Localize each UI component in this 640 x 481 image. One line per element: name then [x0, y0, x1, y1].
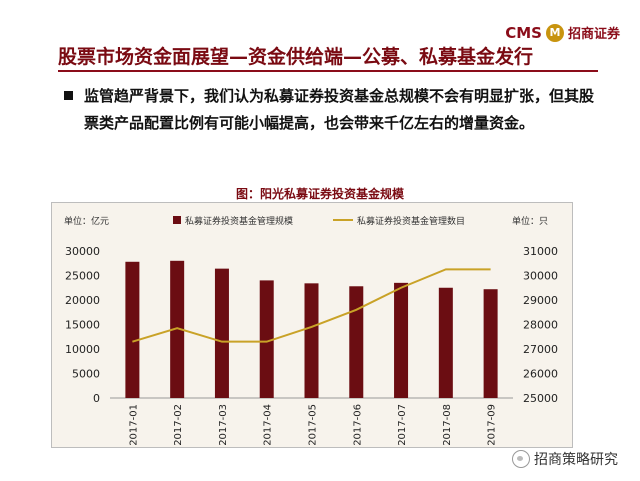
x-tick-label: 2017-05 [308, 404, 319, 446]
legend-label-line: 私募证券投资基金管理数目 [357, 215, 465, 227]
y-left-tick-label: 20000 [65, 294, 100, 307]
bullet-square-icon [64, 91, 73, 100]
chart-title: 图：阳光私募证券投资基金规模 [235, 187, 404, 201]
x-tick-label: 2017-01 [128, 404, 139, 446]
legend-label-bar: 私募证券投资基金管理规模 [185, 215, 293, 227]
series-line-count [132, 268, 491, 343]
watermark-text: 招商策略研究 [534, 452, 618, 468]
x-tick-label: 2017-03 [218, 404, 229, 446]
y-right-tick-label: 26000 [523, 368, 558, 381]
x-tick-label: 2017-07 [397, 404, 408, 446]
bar-2017-05 [304, 283, 319, 398]
bar-2017-02 [170, 260, 185, 398]
y-right-tick-label: 29000 [523, 294, 558, 307]
y-right-tick-label: 27000 [523, 343, 558, 356]
y-right-tick-label: 30000 [523, 270, 558, 283]
logo-latin: CMS [505, 23, 542, 42]
y-right-tick-label: 31000 [523, 245, 558, 258]
bar-2017-01 [125, 261, 140, 398]
x-tick-label: 2017-08 [442, 404, 453, 446]
y-left-tick-label: 5000 [72, 368, 100, 381]
bullet-text: 监管趋严背景下，我们认为私募证券投资基金总规模不会有明显扩张，但其股票类产品配置… [84, 87, 595, 132]
x-tick-label: 2017-04 [263, 404, 274, 446]
bar-2017-03 [214, 268, 229, 398]
x-tick-label: 2017-09 [487, 404, 498, 446]
right-unit-label: 单位：只 [512, 215, 548, 227]
bar-2017-07 [394, 282, 409, 398]
bar-2017-06 [349, 286, 364, 398]
y-right-tick-label: 25000 [523, 392, 558, 405]
logo-mark-icon: M [545, 23, 564, 42]
left-unit-label: 单位：亿元 [64, 215, 109, 227]
title-divider [58, 70, 598, 72]
y-left-tick-label: 10000 [65, 343, 100, 356]
bar-2017-09 [483, 289, 498, 398]
page-title: 股票市场资金面展望—资金供给端—公募、私募基金发行 [58, 46, 534, 68]
y-left-tick-label: 15000 [65, 319, 100, 332]
y-left-tick-label: 0 [93, 392, 100, 405]
x-tick-label: 2017-02 [173, 404, 184, 446]
y-left-tick-label: 30000 [65, 245, 100, 258]
wechat-icon [512, 450, 530, 468]
y-right-tick-label: 28000 [523, 319, 558, 332]
x-tick-label: 2017-06 [352, 404, 363, 446]
legend-swatch-bar [173, 216, 181, 224]
y-left-tick-label: 25000 [65, 270, 100, 283]
logo-cn: 招商证券 [567, 27, 620, 42]
watermark: 招商策略研究 [512, 449, 618, 469]
brand-logo: CMS M 招商证券 [505, 23, 620, 42]
bar-2017-04 [259, 280, 274, 398]
bar-2017-08 [438, 287, 453, 398]
